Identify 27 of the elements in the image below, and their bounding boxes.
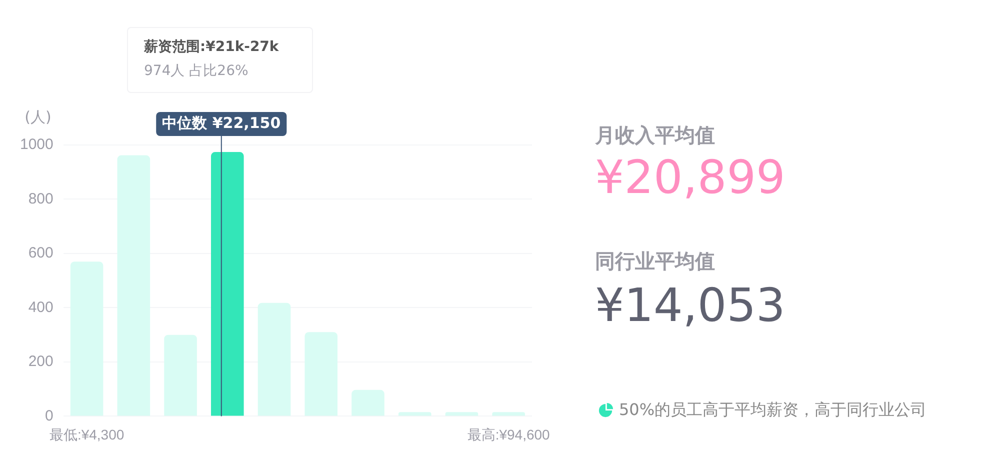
text: 月收入平均值 xyxy=(595,122,715,149)
bar xyxy=(70,262,104,416)
bar xyxy=(258,302,291,416)
bar xyxy=(304,332,338,416)
text: ¥14,053 xyxy=(595,278,786,332)
text: 974人 占比26% xyxy=(144,62,250,80)
bar xyxy=(492,412,525,416)
text: 同行业平均值 xyxy=(595,248,715,275)
bar xyxy=(398,412,432,416)
bar xyxy=(117,155,150,416)
y-tick-label: 1000 xyxy=(20,136,54,154)
bar xyxy=(164,334,197,416)
text: 50%的员工高于平均薪资，高于同行业公司 xyxy=(619,400,927,421)
bar xyxy=(210,152,244,416)
y-tick-label: 0 xyxy=(45,407,54,424)
bar xyxy=(352,390,384,416)
y-axis-title: (人) xyxy=(24,108,52,126)
y-tick-label: 200 xyxy=(28,353,54,370)
y-tick-label: 800 xyxy=(28,190,54,208)
x-tick-label: 最低:¥4,300 xyxy=(49,426,124,442)
x-tick-label: 最高:¥94,600 xyxy=(467,426,550,442)
text: 薪资范围:¥21k-27k xyxy=(144,38,280,56)
text: 中位数 ¥22,150 xyxy=(162,114,281,132)
text: ¥20,899 xyxy=(595,150,786,204)
bar xyxy=(445,412,478,416)
y-tick-label: 400 xyxy=(28,298,54,316)
y-tick-label: 600 xyxy=(28,244,54,262)
